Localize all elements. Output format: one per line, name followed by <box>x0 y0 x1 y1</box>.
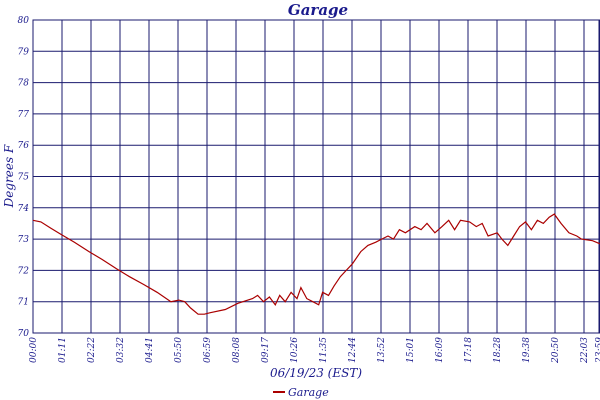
y-tick-label: 78 <box>18 79 30 89</box>
series-line-garage <box>32 213 600 315</box>
x-tick-label: 08:08 <box>232 337 242 363</box>
y-tick-label: 72 <box>18 266 30 276</box>
x-tick-label: 20:50 <box>551 337 561 364</box>
y-tick-label: 76 <box>18 141 30 151</box>
y-tick-label: 80 <box>18 16 30 26</box>
x-tick-label: 11:35 <box>319 337 329 363</box>
x-tick-label: 15:01 <box>406 337 416 363</box>
x-tick-label: 02:22 <box>87 337 97 363</box>
x-tick-label: 23:59 <box>595 337 600 364</box>
y-axis-title: Degrees F <box>2 144 16 208</box>
y-tick-label: 79 <box>18 47 30 57</box>
x-tick-label: 22:03 <box>580 337 590 364</box>
x-tick-label: 19:38 <box>522 337 532 363</box>
x-tick-label: 06:59 <box>203 337 213 363</box>
chart-title: Garage <box>288 1 348 19</box>
y-tick-label: 74 <box>18 204 30 214</box>
x-tick-label: 17:18 <box>464 337 474 363</box>
legend-label-garage: Garage <box>288 386 329 399</box>
y-tick-label: 70 <box>18 329 30 339</box>
grid <box>32 19 600 334</box>
x-tick-label: 03:32 <box>116 337 126 363</box>
x-tick-label: 04:41 <box>145 337 155 363</box>
legend: Garage <box>273 386 329 399</box>
y-tick-label: 77 <box>18 110 30 120</box>
x-axis-title: 06/19/23 (EST) <box>270 366 362 380</box>
x-tick-label: 09:17 <box>261 337 271 363</box>
y-tick-label: 73 <box>18 235 30 245</box>
x-tick-label: 00:00 <box>29 337 39 363</box>
x-tick-label: 18:28 <box>493 337 503 363</box>
y-tick-label: 75 <box>18 173 30 183</box>
x-tick-label: 05:50 <box>174 337 184 363</box>
x-axis-ticks: 00:00 01:11 02:22 03:32 04:41 05:50 06:59 08:08… <box>29 337 600 364</box>
y-axis-ticks: 70 71 72 73 74 75 76 77 78 79 80 <box>18 16 30 339</box>
x-tick-label: 13:52 <box>377 337 387 363</box>
plot-frame <box>32 19 600 334</box>
x-tick-label: 10:26 <box>290 337 300 363</box>
x-tick-label: 01:11 <box>58 337 68 363</box>
y-tick-label: 71 <box>18 298 29 308</box>
x-tick-label: 12:44 <box>348 337 358 363</box>
x-tick-label: 16:09 <box>435 337 445 363</box>
